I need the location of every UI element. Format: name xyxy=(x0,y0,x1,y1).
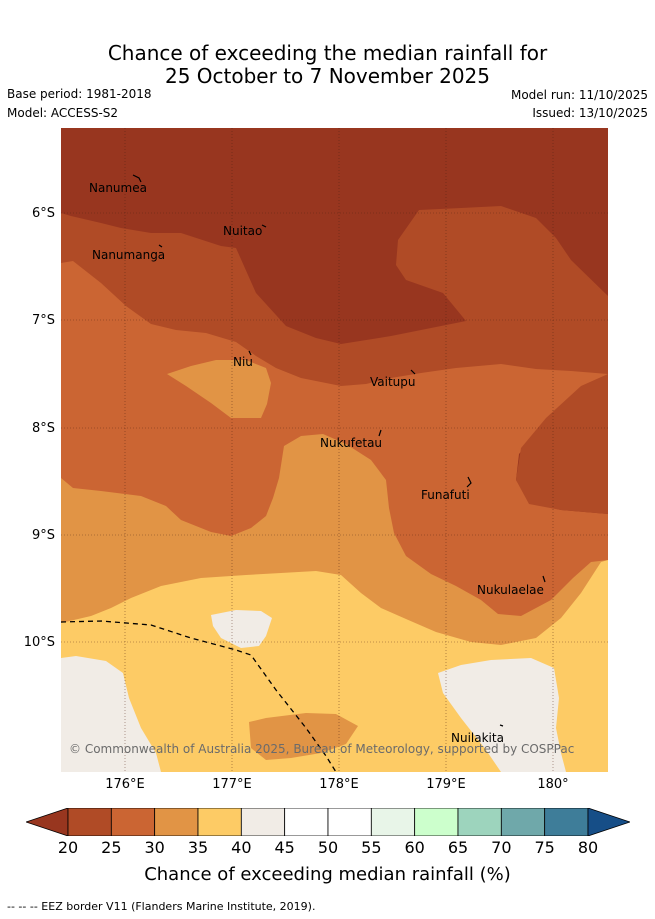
colorbar-segments xyxy=(26,808,630,836)
place-label-nuilakita: Nuilakita xyxy=(451,731,504,745)
x-tick-label: 176°E xyxy=(105,777,145,792)
colorbar-tick-label: 20 xyxy=(57,838,79,857)
colorbar-segment xyxy=(284,808,329,836)
place-label-nukulaelae: Nukulaelae xyxy=(477,583,544,597)
model-run: Model run: 11/10/2025 xyxy=(510,88,648,102)
colorbar-tick-label: 45 xyxy=(274,838,295,857)
place-label-nukufetau: Nukufetau xyxy=(320,436,382,450)
model-name: Model: ACCESS-S2 xyxy=(7,106,119,120)
colorbar-tick-label: 30 xyxy=(144,838,165,857)
x-tick-label: 179°E xyxy=(426,777,466,792)
colorbar-arrow-low xyxy=(26,808,69,836)
colorbar-tick-label: 35 xyxy=(187,838,209,857)
x-tick-label: 178°E xyxy=(319,777,359,792)
map-title-line-1: Chance of exceeding the median rainfall … xyxy=(107,41,548,65)
colorbar-tick-label: 50 xyxy=(317,838,339,857)
map-canvas: Nanumea Nuitao Nanumanga Niu Vaitupu Nuk… xyxy=(61,128,608,772)
map-grid xyxy=(61,128,608,772)
band-45-50-west xyxy=(61,656,161,772)
colorbar xyxy=(26,808,630,836)
place-label-nanumanga: Nanumanga xyxy=(92,248,165,262)
eez-border xyxy=(61,620,337,772)
colorbar-segment xyxy=(240,808,286,836)
map-title-line-2: 25 October to 7 November 2025 xyxy=(164,64,491,88)
y-tick-label: 8°S xyxy=(31,421,55,436)
band-35-40-niu xyxy=(167,360,271,418)
y-tick-label: 6°S xyxy=(31,206,55,221)
colorbar-segment xyxy=(154,808,199,836)
colorbar-segment xyxy=(544,808,589,836)
copyright-notice: © Commonwealth of Australia 2025, Bureau… xyxy=(69,742,574,756)
colorbar-segment xyxy=(370,808,416,836)
x-tick-label: 177°E xyxy=(212,777,252,792)
band-45-50-patch xyxy=(211,610,272,648)
colorbar-title: Chance of exceeding median rainfall (%) xyxy=(144,864,511,885)
base-period: Base period: 1981-2018 xyxy=(7,87,152,101)
place-label-nanumea: Nanumea xyxy=(89,181,147,195)
x-tick-label: 180° xyxy=(537,777,569,792)
colorbar-segment xyxy=(327,808,372,836)
colorbar-tick-label: 75 xyxy=(534,838,555,857)
place-label-vaitupu: Vaitupu xyxy=(370,375,416,389)
place-label-nuitao: Nuitao xyxy=(223,224,262,238)
issued-date: Issued: 13/10/2025 xyxy=(532,106,648,120)
island-marks xyxy=(132,174,546,727)
eez-footnote: -- -- -- EEZ border V11 (Flanders Marine… xyxy=(7,900,316,913)
place-label-niu: Niu xyxy=(233,355,253,369)
colorbar-tick-label: 60 xyxy=(404,838,425,857)
band-35-40-south xyxy=(249,713,358,760)
y-tick-label: 7°S xyxy=(31,313,55,328)
y-tick-label: 9°S xyxy=(31,528,55,543)
rainfall-map: Nanumea Nuitao Nanumanga Niu Vaitupu Nuk… xyxy=(61,128,608,772)
band-25-30-east xyxy=(516,374,608,514)
y-tick-label: 10°S xyxy=(23,635,55,650)
colorbar-segment xyxy=(110,808,156,836)
colorbar-tick-label: 70 xyxy=(491,838,512,857)
band-45-50-east xyxy=(438,658,566,772)
colorbar-segment xyxy=(457,808,502,836)
colorbar-tick-label: 55 xyxy=(361,838,382,857)
colorbar-tick-label: 40 xyxy=(231,838,252,857)
colorbar-tick-label: 25 xyxy=(101,838,122,857)
colorbar-segment xyxy=(414,808,459,836)
colorbar-tick-label: 65 xyxy=(447,838,469,857)
colorbar-segment xyxy=(500,808,546,836)
colorbar-segment xyxy=(67,808,112,836)
colorbar-segment xyxy=(197,808,242,836)
place-label-funafuti: Funafuti xyxy=(421,488,470,502)
colorbar-arrow-high xyxy=(587,808,630,836)
colorbar-tick-label: 80 xyxy=(577,838,599,857)
